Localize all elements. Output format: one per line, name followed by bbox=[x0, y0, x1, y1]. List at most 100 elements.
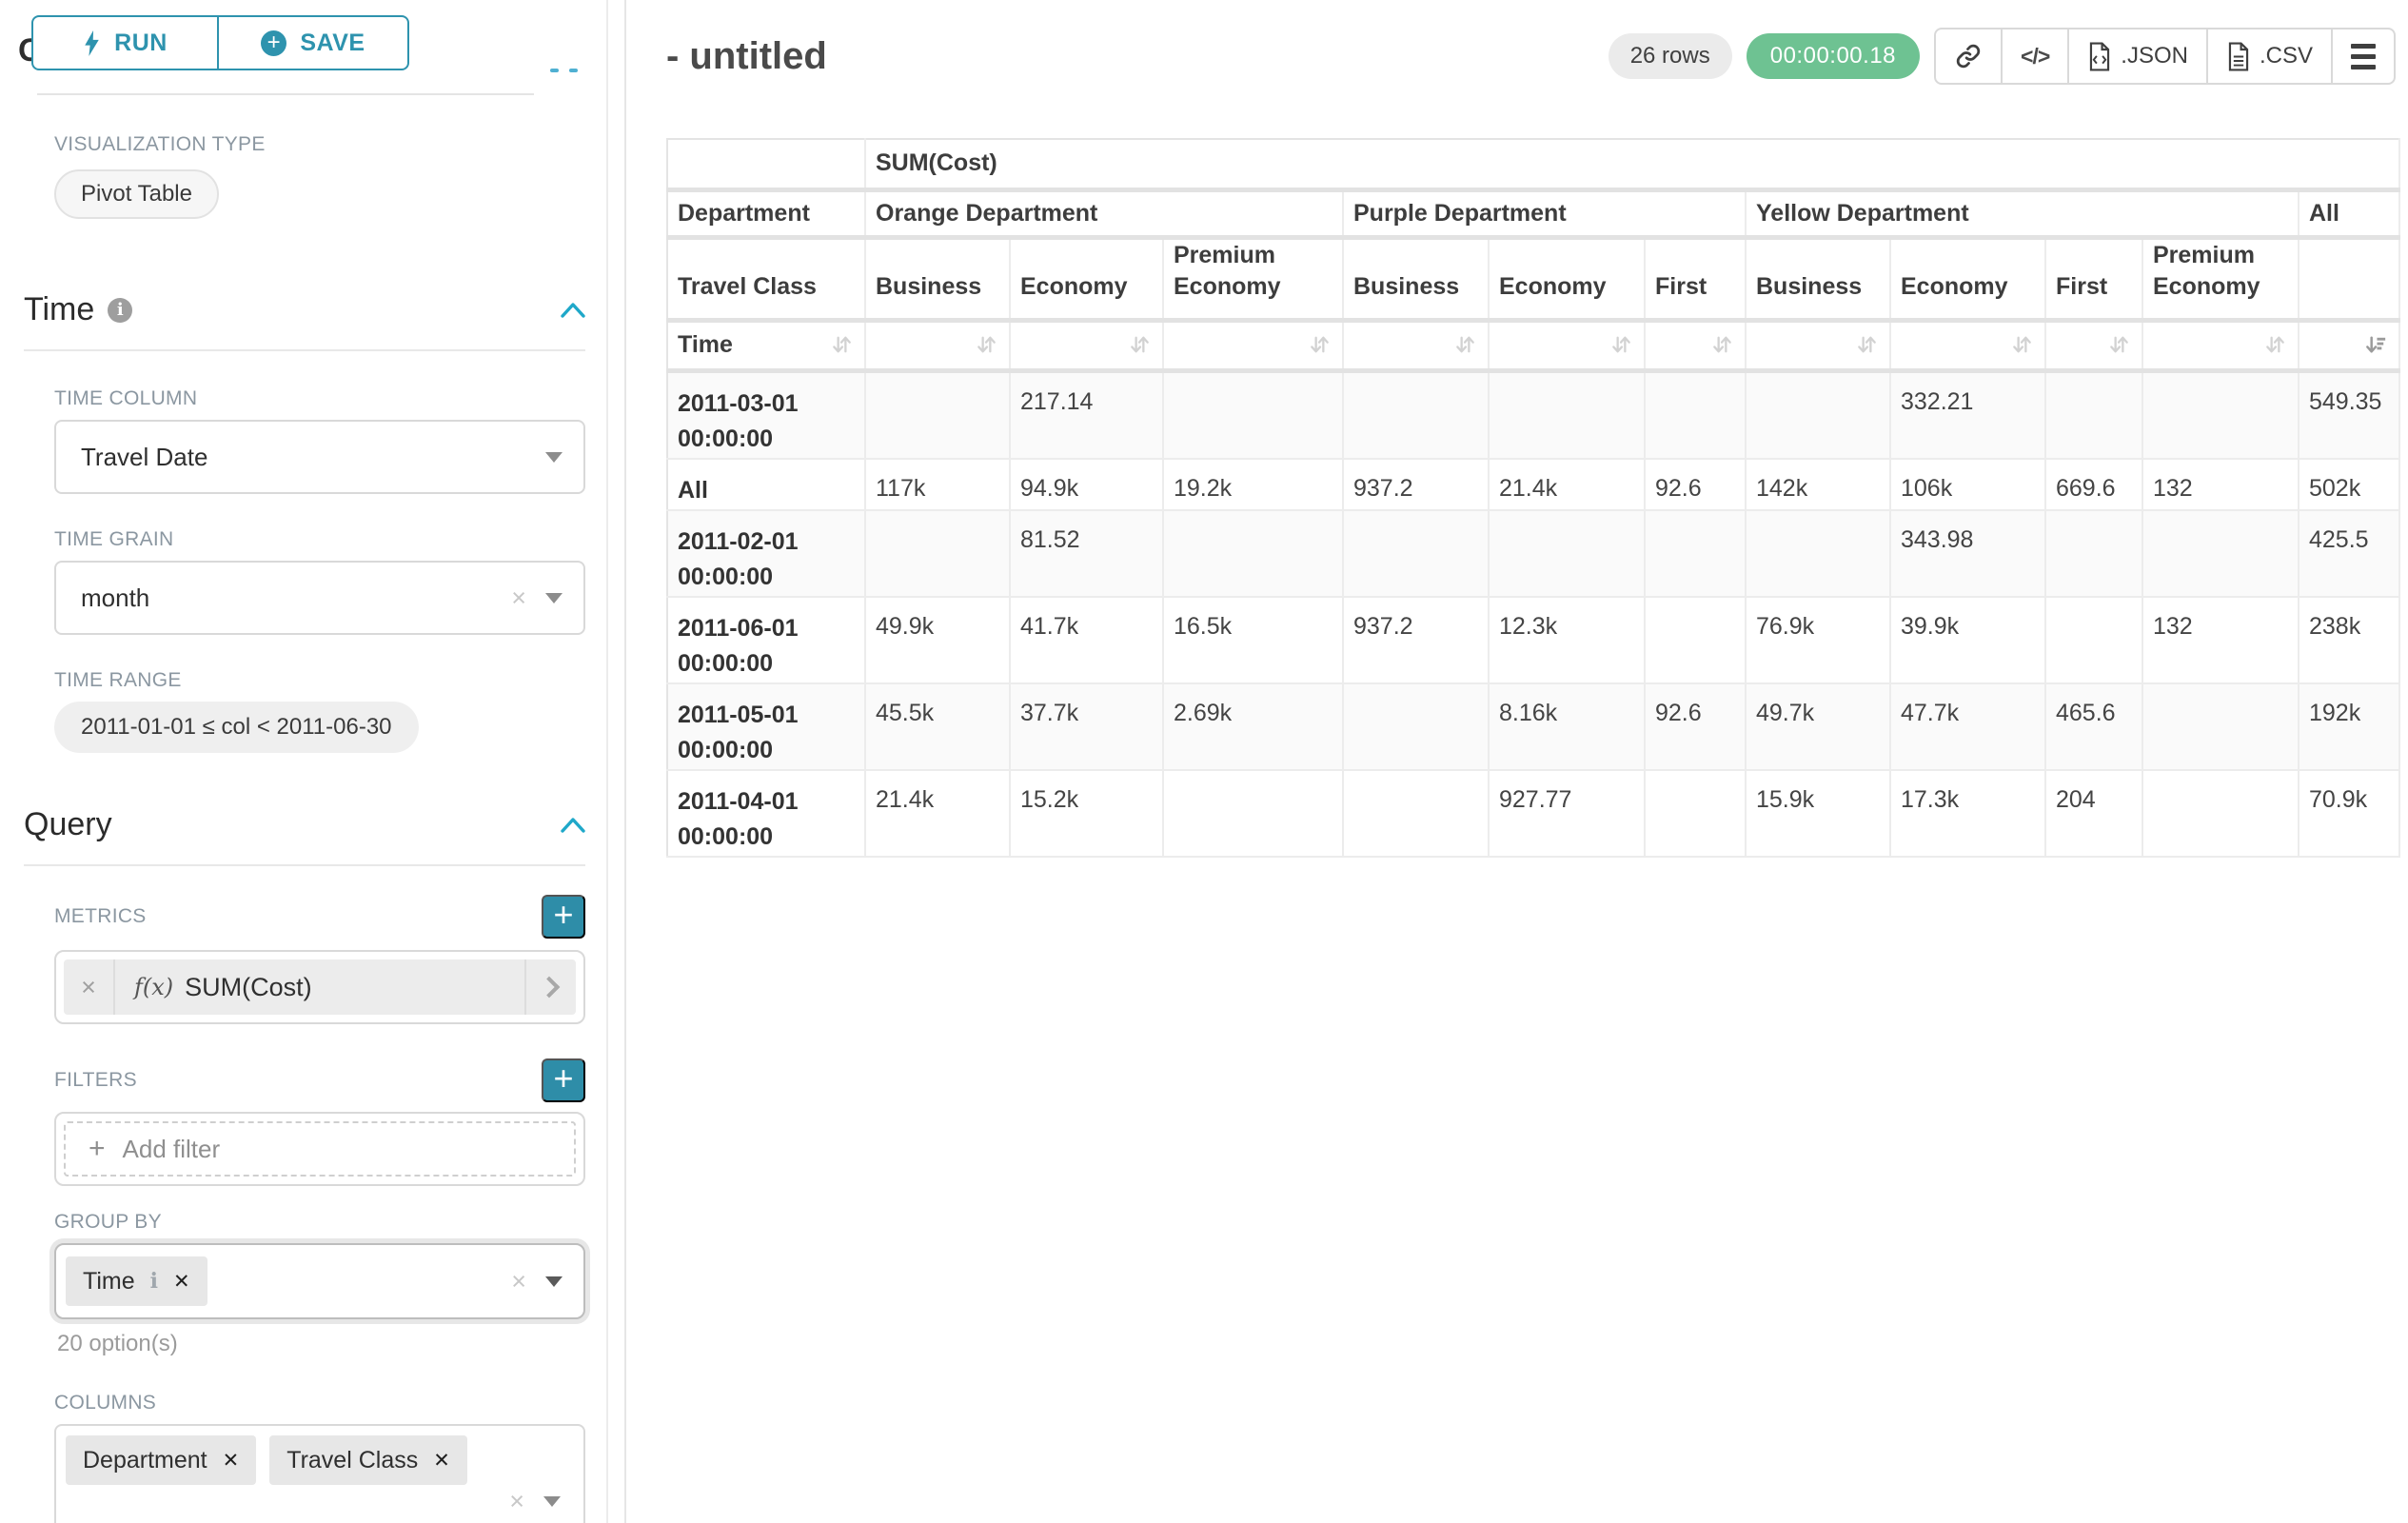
pivot-time-header: Time bbox=[667, 320, 866, 370]
sort-icon[interactable] bbox=[1854, 332, 1880, 358]
pivot-value-cell: 49.9k bbox=[865, 596, 1011, 683]
pivot-value-cell bbox=[2045, 370, 2143, 459]
pivot-row-label: 2011-03-01 00:00:00 bbox=[667, 370, 866, 459]
pivot-row-label: 2011-02-01 00:00:00 bbox=[667, 509, 866, 597]
pivot-value-cell: 8.16k bbox=[1489, 682, 1646, 770]
pivot-sort-cell[interactable] bbox=[2142, 320, 2299, 370]
columns-select[interactable]: Department ✕ Travel Class ✕ × bbox=[54, 1424, 585, 1523]
pivot-sort-cell[interactable] bbox=[1163, 320, 1344, 370]
embed-code-button[interactable]: </> bbox=[2001, 30, 2067, 83]
sort-icon[interactable] bbox=[2106, 332, 2132, 358]
pivot-sort-cell[interactable] bbox=[1489, 320, 1646, 370]
clear-icon[interactable]: × bbox=[511, 583, 526, 612]
add-filter-plus-button[interactable]: + bbox=[542, 1058, 585, 1102]
pivot-sort-cell[interactable] bbox=[2299, 320, 2401, 370]
pivot-leaf-header: Premium Economy bbox=[2142, 237, 2299, 320]
results-header: - untitled 26 rows 00:00:00.18 </> bbox=[666, 27, 2408, 86]
group-by-option-count: 20 option(s) bbox=[57, 1331, 178, 1356]
time-grain-select[interactable]: month × bbox=[54, 561, 585, 635]
pivot-sub-dimension-label: Travel Class bbox=[667, 237, 866, 320]
time-column-select[interactable]: Travel Date bbox=[54, 420, 585, 494]
export-json-button[interactable]: .JSON bbox=[2067, 30, 2206, 83]
pivot-value-cell: 937.2 bbox=[1343, 596, 1490, 683]
pivot-row-label: All bbox=[667, 458, 866, 510]
pivot-value-cell: 45.5k bbox=[865, 682, 1011, 770]
remove-metric-icon[interactable]: × bbox=[64, 959, 115, 1015]
clear-icon[interactable]: × bbox=[509, 1487, 524, 1515]
add-metric-button[interactable]: + bbox=[542, 895, 585, 939]
pivot-sort-cell[interactable] bbox=[1890, 320, 2046, 370]
pivot-leaf-header: Economy bbox=[1489, 237, 1646, 320]
sort-icon[interactable] bbox=[1709, 332, 1735, 358]
remove-tag-icon[interactable]: ✕ bbox=[173, 1270, 190, 1293]
pivot-value-cell bbox=[1343, 769, 1490, 857]
time-section-heading: Time i bbox=[24, 291, 585, 328]
copy-link-button[interactable] bbox=[1936, 30, 2001, 83]
sort-icon[interactable] bbox=[1609, 332, 1634, 358]
sort-icon[interactable] bbox=[1127, 332, 1153, 358]
expand-metric-icon[interactable] bbox=[524, 959, 576, 1015]
metric-body: f(x) SUM(Cost) bbox=[115, 959, 524, 1015]
sort-icon[interactable] bbox=[1452, 332, 1478, 358]
add-filter-placeholder: Add filter bbox=[122, 1134, 221, 1163]
pivot-leaf-header: Economy bbox=[1890, 237, 2046, 320]
sort-icon[interactable] bbox=[2009, 332, 2035, 358]
pivot-sort-cell[interactable] bbox=[865, 320, 1011, 370]
pivot-value-cell bbox=[1343, 370, 1490, 459]
pivot-value-cell: 142k bbox=[1746, 458, 1891, 510]
pivot-group-header: All bbox=[2299, 189, 2401, 237]
config-sidebar: Chart Type RUN + SAVE VISUALIZATION TYPE… bbox=[0, 0, 606, 1523]
group-by-select[interactable]: Time i ✕ × bbox=[54, 1243, 585, 1319]
pivot-sort-cell[interactable] bbox=[1746, 320, 1891, 370]
selected-option-tag[interactable]: Department ✕ bbox=[66, 1435, 257, 1485]
chevron-up-icon[interactable] bbox=[561, 302, 585, 318]
row-count-badge: 26 rows bbox=[1608, 33, 1732, 79]
save-button[interactable]: + SAVE bbox=[218, 15, 409, 70]
pivot-value-cell: 669.6 bbox=[2045, 458, 2143, 510]
run-button[interactable]: RUN bbox=[31, 15, 218, 70]
pivot-sort-cell[interactable] bbox=[2045, 320, 2143, 370]
pivot-leaf-header: First bbox=[1645, 237, 1747, 320]
selected-option-tag[interactable]: Time i ✕ bbox=[66, 1256, 207, 1306]
pivot-sort-cell[interactable] bbox=[1010, 320, 1164, 370]
remove-tag-icon[interactable]: ✕ bbox=[222, 1449, 240, 1472]
more-menu-button[interactable] bbox=[2331, 30, 2394, 83]
pivot-value-cell bbox=[1645, 596, 1747, 683]
pivot-value-cell bbox=[1163, 370, 1344, 459]
sort-icon[interactable] bbox=[974, 332, 999, 358]
pivot-value-cell bbox=[2142, 509, 2299, 597]
filters-label: FILTERS bbox=[54, 1069, 137, 1091]
sort-icon[interactable] bbox=[2262, 332, 2288, 358]
pivot-leaf-header: First bbox=[2045, 237, 2143, 320]
pivot-value-cell: 16.5k bbox=[1163, 596, 1344, 683]
pivot-value-cell: 2.69k bbox=[1163, 682, 1344, 770]
pivot-value-cell: 19.2k bbox=[1163, 458, 1344, 510]
pivot-sort-cell[interactable] bbox=[1343, 320, 1490, 370]
pivot-sort-cell[interactable] bbox=[1645, 320, 1747, 370]
pivot-value-cell: 238k bbox=[2299, 596, 2401, 683]
pivot-group-header: Purple Department bbox=[1343, 189, 1747, 237]
remove-tag-icon[interactable]: ✕ bbox=[433, 1449, 450, 1472]
pivot-value-cell: 21.4k bbox=[865, 769, 1011, 857]
sort-icon[interactable] bbox=[1307, 332, 1332, 358]
selected-option-tag[interactable]: Travel Class ✕ bbox=[269, 1435, 467, 1485]
export-csv-button[interactable]: .CSV bbox=[2205, 30, 2331, 83]
info-icon[interactable]: i bbox=[108, 297, 133, 323]
pivot-value-cell: 132 bbox=[2142, 458, 2299, 510]
pivot-corner-cell bbox=[667, 139, 866, 189]
visualization-type-chip[interactable]: Pivot Table bbox=[54, 169, 219, 219]
pivot-leaf-header: Business bbox=[1343, 237, 1490, 320]
sort-descending-icon[interactable] bbox=[2363, 332, 2389, 358]
sidebar-scrollbar[interactable] bbox=[606, 0, 626, 1523]
query-section-heading: Query bbox=[24, 806, 585, 843]
chevron-up-icon[interactable] bbox=[561, 817, 585, 833]
metric-chip[interactable]: × f(x) SUM(Cost) bbox=[64, 959, 576, 1015]
pivot-table-container: SUM(Cost) Department Orange Department Purp… bbox=[666, 138, 2408, 858]
clear-icon[interactable]: × bbox=[511, 1266, 526, 1296]
link-icon bbox=[1956, 44, 1981, 69]
add-filter-dropzone[interactable]: + Add filter bbox=[64, 1121, 576, 1177]
pivot-col-dimension-label: Department bbox=[667, 189, 866, 237]
time-range-chip[interactable]: 2011-01-01 ≤ col < 2011-06-30 bbox=[54, 702, 419, 753]
pivot-leaf-header: Business bbox=[865, 237, 1011, 320]
sort-icon[interactable] bbox=[829, 332, 855, 358]
